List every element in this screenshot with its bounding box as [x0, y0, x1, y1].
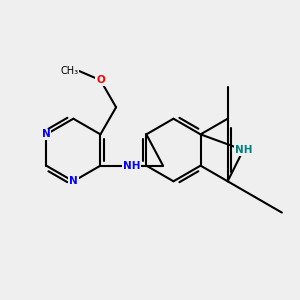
Text: N: N [42, 129, 51, 140]
Text: NH: NH [123, 160, 140, 171]
Text: CH₃: CH₃ [60, 66, 79, 76]
Text: O: O [96, 75, 105, 85]
Text: NH: NH [235, 145, 252, 155]
Text: N: N [69, 176, 78, 186]
